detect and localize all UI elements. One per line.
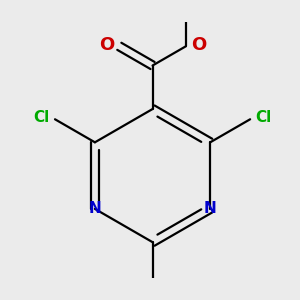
Text: Cl: Cl [255, 110, 272, 125]
Text: N: N [88, 201, 101, 216]
Text: N: N [204, 201, 217, 216]
Text: O: O [191, 36, 206, 54]
Text: Cl: Cl [34, 110, 50, 125]
Text: O: O [99, 36, 114, 54]
